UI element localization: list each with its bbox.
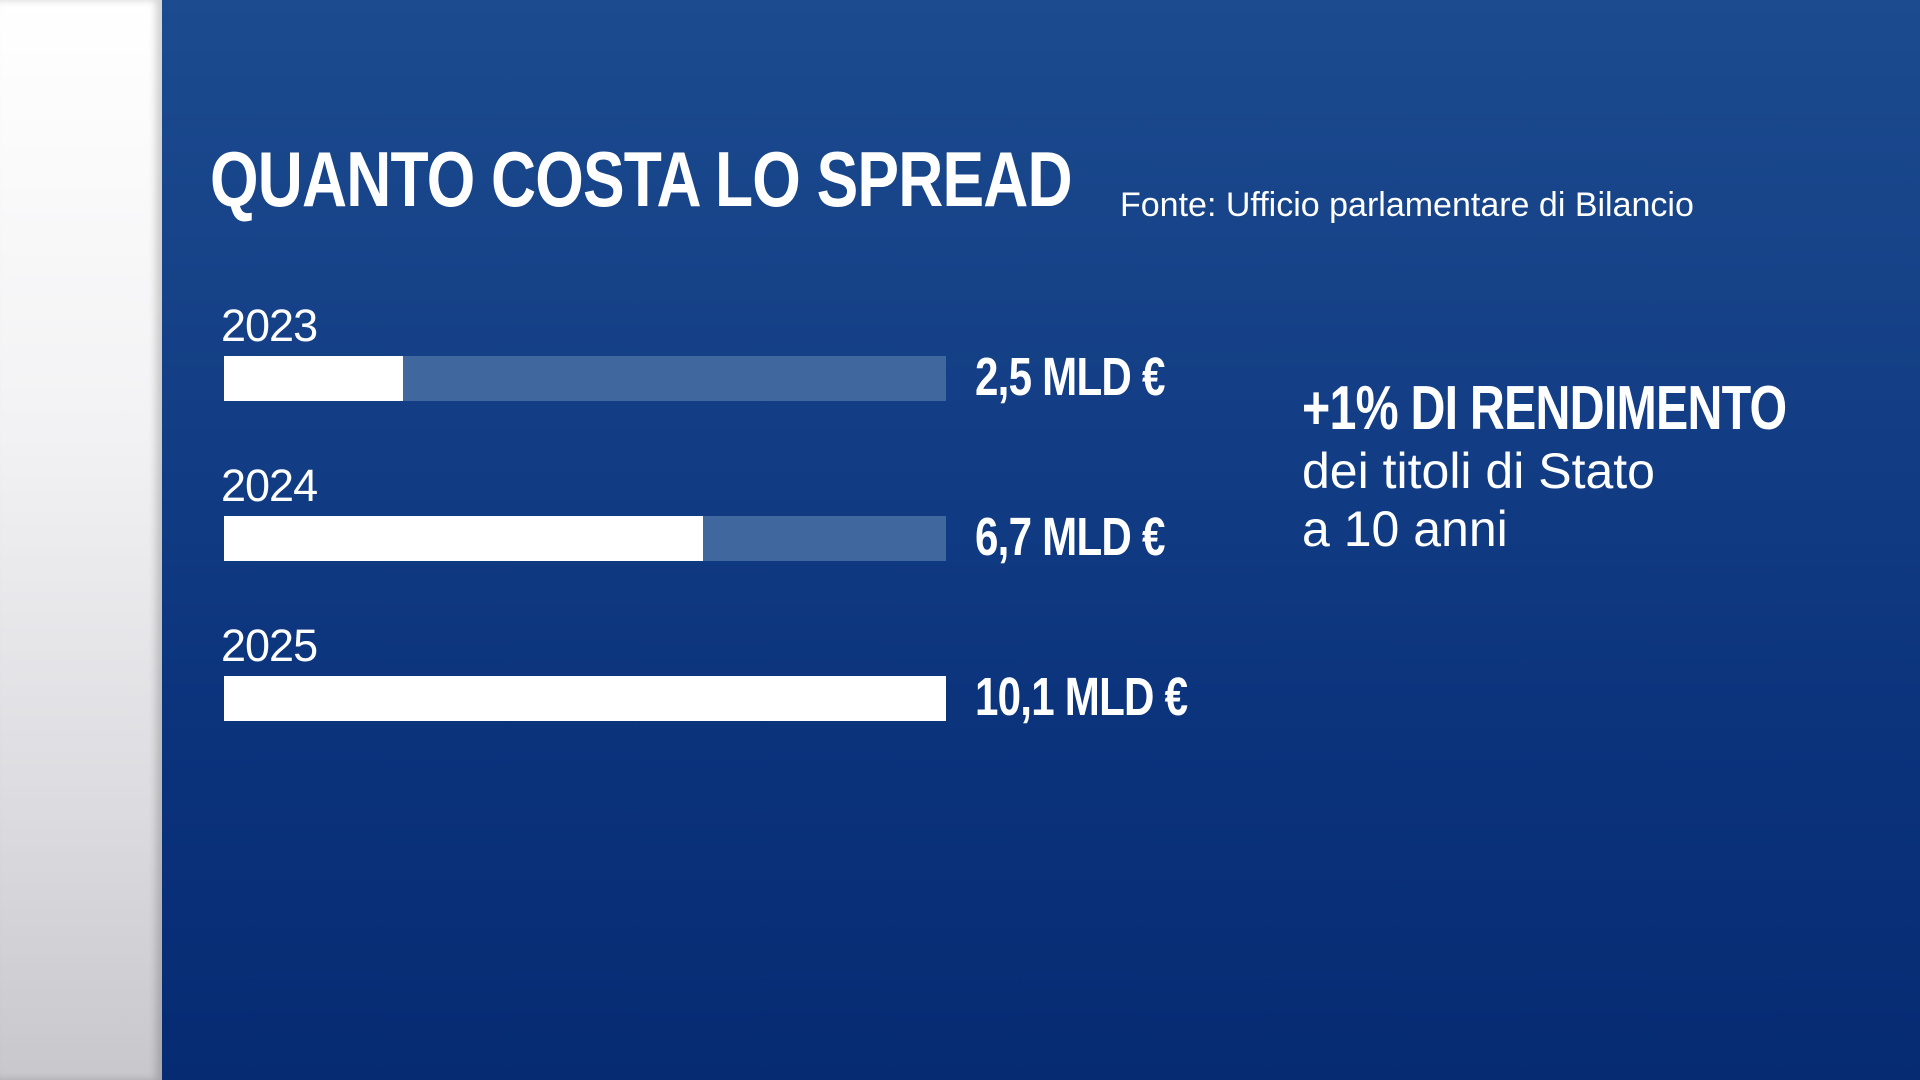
value-label: 10,1 MLD €: [975, 667, 1188, 727]
note-line-1: dei titoli di Stato: [1302, 443, 1655, 499]
chart-title: QUANTO COSTA LO SPREAD: [210, 135, 1073, 223]
value-label: 2,5 MLD €: [975, 347, 1165, 407]
bar: [224, 676, 946, 721]
bar-track: [224, 356, 946, 401]
note-line-2: a 10 anni: [1302, 501, 1508, 557]
left-side-strip: [0, 0, 162, 1080]
bar-track: [224, 516, 946, 561]
bar: [224, 356, 403, 401]
value-label: 6,7 MLD €: [975, 507, 1165, 567]
bar-track: [224, 676, 946, 721]
note-headline: +1% DI RENDIMENTO: [1302, 374, 1787, 443]
source-label: Fonte: Ufficio parlamentare di Bilancio: [1120, 186, 1694, 224]
bar: [224, 516, 703, 561]
year-label: 2025: [221, 620, 318, 671]
year-label: 2023: [221, 300, 318, 351]
year-label: 2024: [221, 460, 318, 511]
